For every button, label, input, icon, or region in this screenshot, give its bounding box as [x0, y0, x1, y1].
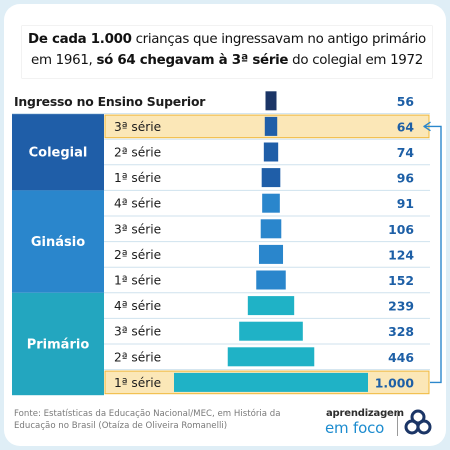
group-block-primario [12, 292, 104, 396]
bar [261, 168, 281, 188]
group-label: Ginásio [31, 235, 85, 250]
group-label: Primário [27, 338, 90, 353]
value-label: 74 [397, 145, 415, 160]
title-line1-rest: crianças que ingressavam no antigo primá… [131, 32, 427, 47]
bar [265, 91, 277, 111]
row-label: 2ª série [114, 248, 161, 262]
row-label: 2ª série [114, 146, 161, 160]
row-label: 1ª série [114, 274, 161, 288]
row-label: 4ª série [114, 299, 161, 313]
bar [239, 321, 303, 341]
value-label: 1.000 [375, 375, 415, 390]
title-line-2: em 1961, só 64 chegavam à 3ª série do co… [22, 53, 432, 68]
value-label: 328 [388, 324, 414, 339]
group-block-ginasio [12, 190, 104, 293]
source-note: Fonte: Estatísticas da Educação Nacional… [14, 409, 281, 431]
title-line2-bold: só 64 chegavam à 3ª série [96, 53, 289, 68]
value-label: 124 [388, 247, 414, 262]
row-label: 3ª série [114, 222, 161, 236]
bar [260, 219, 282, 239]
funnel-chart: Colegial Ginásio Primário Ingresso no Ensin… [12, 91, 442, 396]
connector-arrow [424, 125, 442, 384]
value-label: 446 [388, 350, 414, 365]
bar [174, 372, 368, 392]
chart-title: De cada 1.000 crianças que ingressavam n… [22, 26, 432, 78]
row-label: 4ª série [114, 197, 161, 211]
row-label: 1ª série [114, 171, 161, 185]
title-line2-start: em 1961, [31, 53, 97, 68]
bar [263, 142, 279, 162]
title-line1-bold: De cada 1.000 [28, 32, 132, 47]
group-block-colegial [12, 113, 104, 191]
bar [264, 116, 278, 136]
bar [258, 244, 284, 264]
arrow-head-icon [423, 121, 431, 132]
row-label: 3ª série [114, 120, 161, 134]
three-rings-logo-icon [404, 409, 432, 435]
title-line-1: De cada 1.000 crianças que ingressavam n… [22, 32, 432, 47]
row-label: Ingresso no Ensino Superior [14, 94, 206, 109]
value-label: 152 [388, 273, 414, 288]
row-label: 2ª série [114, 350, 161, 364]
infographic-card: De cada 1.000 crianças que ingressavam n… [4, 4, 446, 446]
value-label: 239 [388, 299, 414, 314]
value-label: 106 [388, 222, 414, 237]
value-label: 96 [397, 171, 414, 186]
value-label: 56 [397, 94, 414, 109]
value-label: 91 [397, 196, 414, 211]
title-line2-end: do colegial em 1972 [288, 53, 423, 68]
value-label: 64 [397, 119, 415, 134]
logo-divider [397, 410, 398, 436]
bar [247, 296, 295, 316]
row-label: 1ª série [114, 376, 161, 390]
logo-text-line1: aprendizagem [326, 408, 404, 419]
bar [262, 193, 280, 213]
row-label: 3ª série [114, 325, 161, 339]
bar [256, 270, 286, 290]
group-label: Colegial [29, 146, 88, 161]
bar [227, 347, 315, 367]
logo-text-line2: em foco [325, 419, 385, 437]
